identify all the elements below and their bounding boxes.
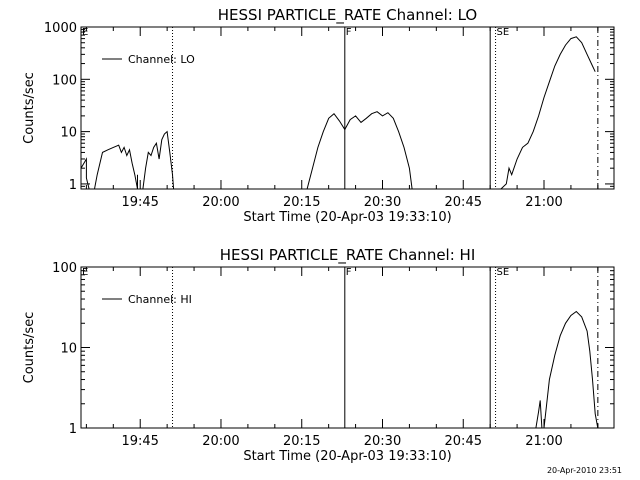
y-tick-label: 100 [52, 73, 77, 88]
legend-label: Channel: LO [128, 53, 195, 66]
y-tick-label: 10 [60, 342, 77, 357]
series-line [535, 310, 599, 428]
y-axis-label: Counts/sec [22, 312, 37, 384]
x-tick-label: 19:45 [121, 195, 158, 210]
y-tick-label: 1 [69, 422, 77, 437]
x-tick-label: 20:15 [283, 195, 320, 210]
x-tick-label: 20:45 [445, 434, 482, 449]
hi-channel-panel: HESSI PARTICLE_RATE Channel: HI 19:45 20:0… [22, 246, 615, 464]
chart-title: HESSI PARTICLE_RATE Channel: LO [218, 6, 477, 25]
x-tick-label: 21:00 [525, 195, 562, 210]
plot-frame [80, 26, 615, 190]
flag-label: E [82, 267, 88, 278]
flag-label: SE [497, 267, 510, 278]
y-axis-label: Counts/sec [22, 72, 37, 144]
figure-timestamp: 20-Apr-2010 23:51 [547, 466, 622, 475]
y-tick-label: 1 [69, 178, 77, 193]
x-tick-label: 21:00 [525, 434, 562, 449]
legend-label: Channel: HI [128, 293, 192, 306]
y-tick-label: 1000 [44, 21, 77, 36]
series-line [306, 111, 413, 189]
flag-label: F [346, 267, 352, 278]
plot-frame [80, 266, 615, 429]
flag-label: F [346, 27, 352, 38]
series-line [500, 36, 596, 189]
x-tick-label: 20:15 [283, 434, 320, 449]
x-axis-label: Start Time (20-Apr-03 19:33:10) [243, 210, 451, 225]
x-tick-label: 20:30 [364, 195, 401, 210]
lo-channel-panel: HESSI PARTICLE_RATE Channel: LO 19:45 20:0… [22, 6, 615, 225]
x-axis-label: Start Time (20-Apr-03 19:33:10) [243, 449, 451, 464]
x-tick-label: 20:00 [202, 434, 239, 449]
series-line [142, 130, 175, 189]
y-tick-label: 10 [60, 126, 77, 141]
chart-title: HESSI PARTICLE_RATE Channel: HI [220, 246, 476, 265]
x-tick-label: 20:30 [364, 434, 401, 449]
flag-label: E [82, 27, 88, 38]
x-tick-label: 19:45 [121, 434, 158, 449]
x-tick-label: 20:00 [202, 195, 239, 210]
x-tick-label: 20:45 [445, 195, 482, 210]
flag-label: SE [497, 27, 510, 38]
series-line [81, 144, 138, 189]
y-tick-label: 100 [52, 261, 77, 276]
